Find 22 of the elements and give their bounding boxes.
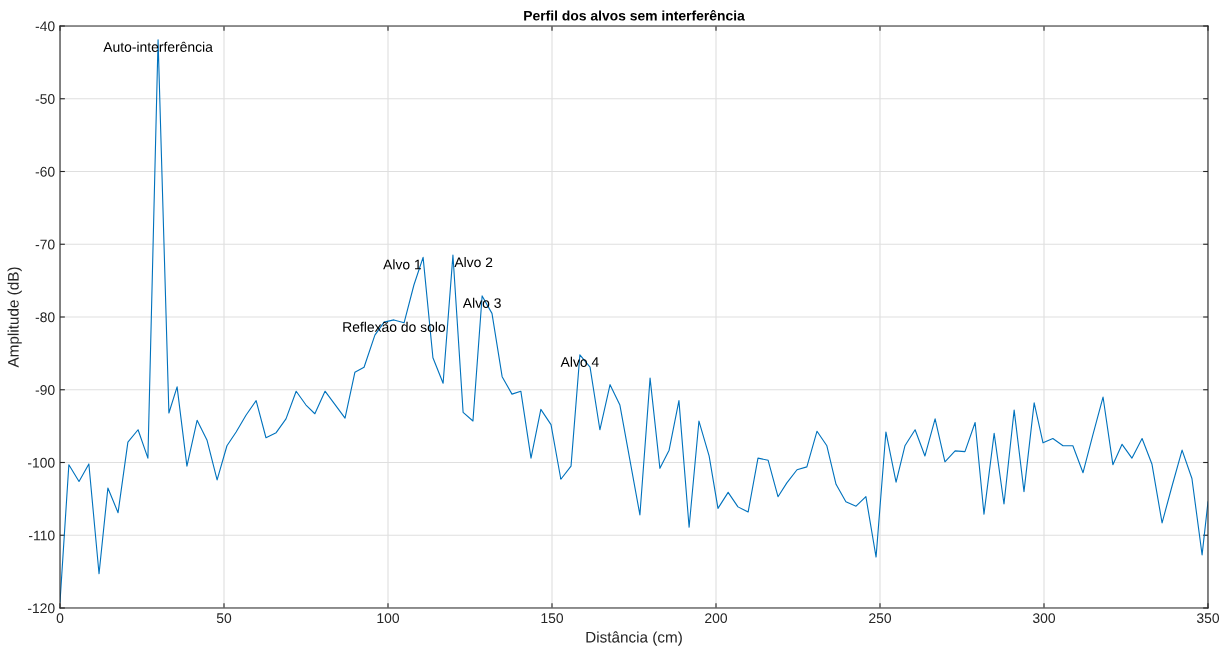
y-tick-label: -110 — [28, 530, 55, 541]
chart-title: Perfil dos alvos sem interferência — [524, 10, 745, 21]
y-tick-label: -120 — [27, 603, 55, 614]
y-tick-label: -80 — [35, 312, 55, 323]
y-tick-label: -40 — [35, 21, 55, 32]
annotation: Alvo 2 — [454, 257, 493, 268]
y-tick-label: -70 — [35, 239, 55, 250]
x-tick-label: 150 — [541, 613, 564, 624]
y-tick-label: -90 — [35, 385, 55, 395]
x-tick-label: 350 — [1196, 613, 1220, 624]
annotation: Alvo 1 — [383, 259, 422, 270]
y-tick-label: -60 — [35, 166, 55, 177]
x-tick-label: 100 — [377, 613, 400, 624]
y-tick-label: -50 — [35, 94, 55, 104]
y-axis-title: Amplitude (dB) — [7, 267, 22, 368]
x-tick-label: 300 — [1032, 613, 1056, 624]
x-tick-label: 50 — [216, 613, 232, 624]
x-tick-label: 200 — [705, 613, 728, 624]
y-tick-label: -100 — [27, 457, 55, 468]
x-tick-label: 0 — [56, 613, 64, 624]
x-axis-title: Distância (cm) — [586, 631, 682, 646]
x-tick-label: 250 — [869, 613, 892, 624]
